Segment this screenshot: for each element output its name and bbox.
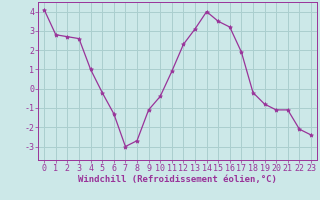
X-axis label: Windchill (Refroidissement éolien,°C): Windchill (Refroidissement éolien,°C)	[78, 175, 277, 184]
